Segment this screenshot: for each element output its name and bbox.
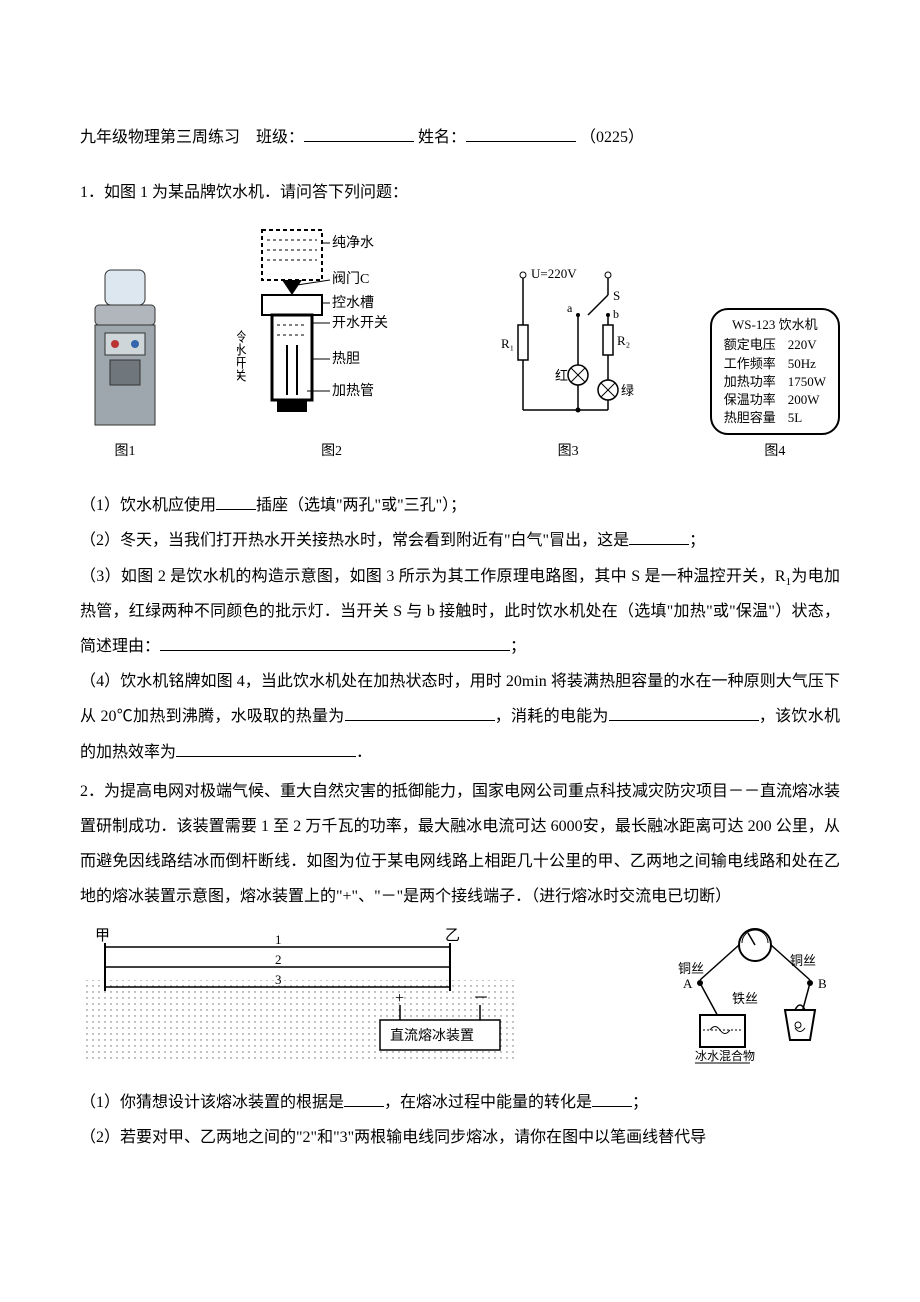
spec-row: 热胆容量5L: [724, 409, 826, 427]
blank: [160, 634, 510, 651]
svg-text:－: －: [473, 990, 489, 1007]
q2-figures: 甲 乙 1 2 3 直流熔冰装置 + － 铜丝 铜丝: [80, 925, 840, 1075]
svg-text:1: 1: [275, 932, 282, 947]
blank: [176, 740, 356, 757]
blank: [345, 704, 495, 721]
svg-text:3: 3: [275, 972, 282, 987]
q1-stem: 1．如图 1 为某品牌饮水机．请问答下列问题：: [80, 175, 840, 210]
figure-2: 纯净水 阀门C 控水槽 开水开关 热胆 加热管 冷水开关 图2: [237, 225, 427, 468]
svg-text:R₁: R₁: [501, 336, 514, 351]
q1-part2: （2）冬天，当我们打开热水开关接热水时，常会看到附近有"白气"冒出，这是；: [80, 523, 840, 558]
fig3-caption: 图3: [558, 437, 579, 468]
q1-part1: （1）饮水机应使用插座（选填"两孔"或"三孔"）；: [80, 488, 840, 523]
spec-row: 额定电压220V: [724, 336, 826, 354]
class-label: 班级：: [256, 129, 304, 146]
svg-text:开水开关: 开水开关: [332, 315, 388, 331]
svg-text:A: A: [683, 976, 693, 991]
svg-text:阀门C: 阀门C: [332, 271, 369, 287]
svg-text:2: 2: [275, 952, 282, 967]
q2-part1: （1）你猜想设计该熔冰装置的根据是，在熔冰过程中能量的转化是；: [80, 1085, 840, 1120]
circuit-icon: U=220V S a b R₁ R₂ 红: [493, 260, 643, 435]
date-code: （0225）: [580, 129, 644, 146]
thermocouple-diagram: 铜丝 铜丝 A B 铁丝 冰水混合物: [670, 925, 840, 1075]
spec-row: 工作频率50Hz: [724, 355, 826, 373]
spec-title: WS-123 饮水机: [724, 316, 826, 334]
blank: [629, 528, 689, 545]
svg-text:a: a: [567, 301, 573, 315]
dispenser-icon: [80, 265, 170, 435]
worksheet-header: 九年级物理第三周练习 班级： 姓名： （0225）: [80, 120, 840, 155]
q2-stem: 2．为提高电网对极端气候、重大自然灾害的抵御能力，国家电网公司重点科技减灾防灾项…: [80, 774, 840, 915]
q2-part2: （2）若要对甲、乙两地之间的"2"和"3"两根输电线同步熔冰，请你在图中以笔画线…: [80, 1120, 840, 1155]
svg-text:绿: 绿: [621, 383, 634, 398]
class-blank: [304, 125, 414, 142]
blank: [216, 493, 256, 510]
transmission-diagram: 甲 乙 1 2 3 直流熔冰装置 + －: [80, 925, 520, 1065]
svg-text:控水槽: 控水槽: [332, 295, 374, 311]
figure-1: 图1: [80, 265, 170, 468]
spec-row: 保温功率200W: [724, 391, 826, 409]
structure-icon: 纯净水 阀门C 控水槽 开水开关 热胆 加热管 冷水开关: [237, 225, 427, 435]
spec-row: 加热功率1750W: [724, 373, 826, 391]
svg-text:铜丝: 铜丝: [678, 961, 704, 976]
svg-text:红: 红: [555, 368, 568, 383]
svg-text:铜丝: 铜丝: [790, 953, 816, 968]
name-label: 姓名：: [418, 129, 466, 146]
svg-text:铁丝: 铁丝: [732, 991, 758, 1006]
svg-text:S: S: [613, 288, 620, 303]
name-blank: [466, 125, 576, 142]
svg-text:乙: 乙: [445, 928, 460, 944]
fig2-caption: 图2: [321, 437, 342, 468]
blank: [344, 1090, 384, 1107]
blank: [609, 704, 759, 721]
svg-text:+: +: [395, 990, 404, 1007]
q1-part3: （3）如图 2 是饮水机的构造示意图，如图 3 所示为其工作原理电路图，其中 S…: [80, 559, 840, 665]
svg-text:热胆: 热胆: [332, 351, 360, 367]
fig4-caption: 图4: [764, 437, 785, 468]
svg-text:甲: 甲: [95, 928, 110, 944]
blank: [592, 1090, 632, 1107]
svg-text:纯净水: 纯净水: [332, 235, 374, 251]
svg-text:b: b: [613, 307, 619, 321]
svg-text:冰水混合物: 冰水混合物: [695, 1048, 755, 1063]
title: 九年级物理第三周练习: [80, 129, 240, 146]
svg-text:加热管: 加热管: [332, 383, 374, 399]
svg-text:冷水开关: 冷水开关: [237, 330, 247, 382]
figure-4: WS-123 饮水机 额定电压220V 工作频率50Hz 加热功率1750W 保…: [710, 308, 840, 468]
svg-text:U=220V: U=220V: [531, 266, 577, 281]
q1-figures: 图1 纯净水 阀门C 控水槽 开水开关: [80, 225, 840, 468]
svg-text:B: B: [818, 976, 827, 991]
fig1-caption: 图1: [115, 437, 136, 468]
figure-3: U=220V S a b R₁ R₂ 红: [493, 260, 643, 468]
q1-part4: （4）饮水机铭牌如图 4，当此饮水机处在加热状态时，用时 20min 将装满热胆…: [80, 664, 840, 770]
spec-panel: WS-123 饮水机 额定电压220V 工作频率50Hz 加热功率1750W 保…: [710, 308, 840, 435]
svg-text:R₂: R₂: [617, 333, 630, 348]
svg-text:直流熔冰装置: 直流熔冰装置: [390, 1027, 474, 1044]
